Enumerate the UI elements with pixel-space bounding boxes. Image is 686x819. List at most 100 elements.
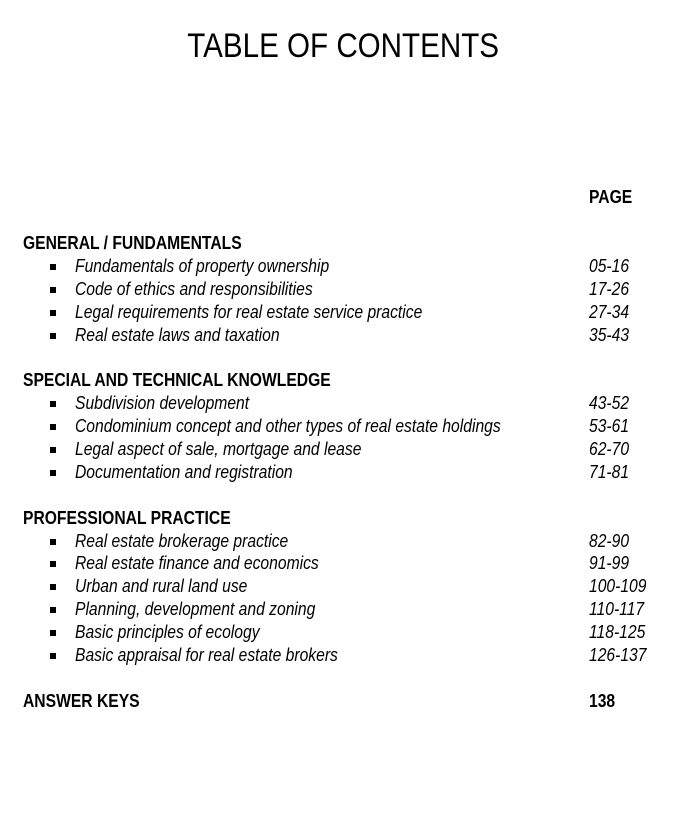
bullet-icon — [50, 653, 56, 660]
toc-entry: Real estate brokerage practice 82-90 — [23, 530, 663, 553]
bullet-icon — [50, 561, 56, 568]
toc-entry: Documentation and registration 71-81 — [23, 461, 663, 484]
entry-pages: 82-90 — [589, 530, 635, 553]
entry-title: Legal requirements for real estate servi… — [75, 301, 474, 324]
answer-keys-entry: ANSWER KEYS 138 — [23, 690, 663, 713]
entry-title: Condominium concept and other types of r… — [75, 415, 564, 438]
answer-keys-pages-text: 138 — [589, 690, 616, 711]
toc-entry: Real estate laws and taxation 35-43 — [23, 324, 663, 347]
section-heading-text: SPECIAL AND TECHNICAL KNOWLEDGE — [23, 370, 331, 391]
entry-title-text: Fundamentals of property ownership — [75, 255, 330, 276]
entry-pages-text: 91-99 — [589, 553, 630, 574]
entry-pages: 100-109 — [589, 575, 655, 598]
section-spacer — [23, 667, 663, 690]
entry-title-text: Planning, development and zoning — [75, 599, 316, 620]
section-heading-text: PROFESSIONAL PRACTICE — [23, 507, 231, 528]
entry-title: Basic principles of ecology — [75, 621, 287, 644]
section-spacer — [23, 484, 663, 507]
toc-entry: Urban and rural land use 100-109 — [23, 575, 663, 598]
bullet-icon — [50, 424, 56, 431]
toc-entry: Planning, development and zoning 110-117 — [23, 598, 663, 621]
entry-title: Code of ethics and responsibilities — [75, 278, 348, 301]
section-heading: PROFESSIONAL PRACTICE — [23, 507, 663, 530]
entry-pages: 91-99 — [589, 552, 635, 575]
entry-pages-text: 62-70 — [589, 439, 630, 460]
entry-pages-text: 43-52 — [589, 393, 630, 414]
entry-title: Legal aspect of sale, mortgage and lease — [75, 438, 404, 461]
entry-pages-text: 17-26 — [589, 278, 630, 299]
entry-pages-text: 126-137 — [589, 645, 647, 666]
entry-pages-text: 27-34 — [589, 301, 630, 322]
entry-pages-text: 110-117 — [589, 599, 645, 620]
entry-title: Documentation and registration — [75, 461, 325, 484]
entry-title-text: Code of ethics and responsibilities — [75, 278, 313, 299]
entry-title: Urban and rural land use — [75, 575, 273, 598]
entry-pages-text: 100-109 — [589, 576, 647, 597]
answer-keys-heading: ANSWER KEYS — [23, 691, 157, 711]
entry-title-text: Documentation and registration — [75, 461, 293, 482]
answer-keys-pages: 138 — [589, 690, 619, 713]
entry-pages-text: 05-16 — [589, 255, 630, 276]
entry-pages: 118-125 — [589, 621, 654, 644]
section-spacer — [23, 346, 663, 369]
entry-title-text: Subdivision development — [75, 393, 250, 414]
entry-title: Subdivision development — [75, 392, 275, 415]
entry-title-text: Real estate laws and taxation — [75, 324, 280, 345]
entry-pages: 71-81 — [589, 461, 635, 484]
bullet-icon — [50, 332, 56, 339]
bullet-icon — [50, 607, 56, 614]
section-heading: SPECIAL AND TECHNICAL KNOWLEDGE — [23, 369, 663, 392]
entry-title: Fundamentals of property ownership — [75, 255, 367, 278]
bullet-icon — [50, 401, 56, 408]
entry-title-text: Basic appraisal for real estate brokers — [75, 645, 338, 666]
bullet-icon — [50, 630, 56, 637]
bullet-icon — [50, 538, 56, 545]
bullet-icon — [50, 309, 56, 316]
entry-title-text: Legal requirements for real estate servi… — [75, 301, 423, 322]
toc-entry: Basic principles of ecology 118-125 — [23, 621, 663, 644]
entry-pages-text: 71-81 — [589, 461, 630, 482]
entry-title-text: Legal aspect of sale, mortgage and lease — [75, 439, 362, 460]
entry-title: Basic appraisal for real estate brokers — [75, 644, 377, 667]
entry-pages: 05-16 — [589, 255, 635, 278]
toc-entry: Real estate finance and economics 91-99 — [23, 552, 663, 575]
toc-entry: Fundamentals of property ownership 05-16 — [23, 255, 663, 278]
entry-title: Real estate finance and economics — [75, 552, 355, 575]
toc-entry: Subdivision development 43-52 — [23, 392, 663, 415]
entry-title-text: Real estate finance and economics — [75, 553, 319, 574]
entry-pages: 126-137 — [589, 644, 655, 667]
answer-keys-heading-text: ANSWER KEYS — [23, 690, 140, 711]
entry-title-text: Urban and rural land use — [75, 576, 248, 597]
entry-pages-text: 35-43 — [589, 324, 630, 345]
entry-pages-text: 82-90 — [589, 530, 630, 551]
entry-pages: 62-70 — [589, 438, 635, 461]
bullet-icon — [50, 469, 56, 476]
section-heading: GENERAL / FUNDAMENTALS — [23, 232, 663, 255]
bullet-icon — [50, 447, 56, 454]
entry-title: Planning, development and zoning — [75, 598, 351, 621]
entry-pages: 110-117 — [589, 598, 652, 621]
page-title: TABLE OF CONTENTS — [187, 27, 499, 65]
bullet-icon — [50, 286, 56, 293]
entry-pages-text: 118-125 — [589, 622, 646, 643]
entry-title: Real estate brokerage practice — [75, 530, 320, 553]
entry-pages-text: 53-61 — [589, 416, 630, 437]
entry-pages: 27-34 — [589, 301, 635, 324]
section-heading-text: GENERAL / FUNDAMENTALS — [23, 233, 242, 253]
entry-pages: 43-52 — [589, 392, 635, 415]
toc-entry: Basic appraisal for real estate brokers 1… — [23, 644, 663, 667]
toc-entry: Legal aspect of sale, mortgage and lease… — [23, 438, 663, 461]
entry-title: Real estate laws and taxation — [75, 324, 310, 347]
entry-title-text: Real estate brokerage practice — [75, 530, 289, 551]
bullet-icon — [50, 263, 56, 270]
entry-pages: 35-43 — [589, 324, 635, 347]
table-of-contents: GENERAL / FUNDAMENTALS Fundamentals of pr… — [23, 232, 663, 713]
entry-pages: 53-61 — [589, 415, 635, 438]
toc-entry: Legal requirements for real estate servi… — [23, 301, 663, 324]
entry-title-text: Basic principles of ecology — [75, 622, 260, 643]
entry-pages: 17-26 — [589, 278, 635, 301]
toc-entry: Code of ethics and responsibilities 17-26 — [23, 278, 663, 301]
bullet-icon — [50, 584, 56, 591]
toc-entry: Condominium concept and other types of r… — [23, 415, 663, 438]
page-column-header: PAGE — [589, 187, 633, 207]
